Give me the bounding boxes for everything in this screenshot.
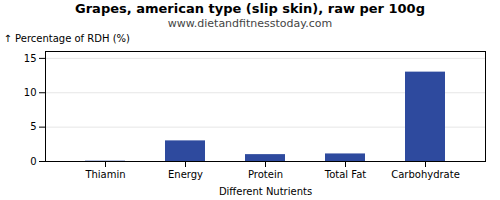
svg-text:Total Fat: Total Fat <box>324 169 366 180</box>
svg-text:Different Nutrients: Different Nutrients <box>219 186 312 197</box>
svg-text:↑ Percentage of RDH (%): ↑ Percentage of RDH (%) <box>4 33 131 44</box>
svg-text:5: 5 <box>30 121 36 132</box>
svg-text:0: 0 <box>30 156 36 167</box>
svg-text:10: 10 <box>24 87 37 98</box>
svg-text:Carbohydrate: Carbohydrate <box>391 169 460 180</box>
svg-text:Protein: Protein <box>248 169 283 180</box>
html-text:www.dietandfitnesstoday.com: www.dietandfitnesstoday.com <box>167 17 333 30</box>
svg-text:Energy: Energy <box>168 169 203 180</box>
html-text:Grapes, american type (slip sk: Grapes, american type (slip skin), raw p… <box>75 1 425 16</box>
svg-text:15: 15 <box>24 53 37 64</box>
svg-text:Thiamin: Thiamin <box>84 169 125 180</box>
